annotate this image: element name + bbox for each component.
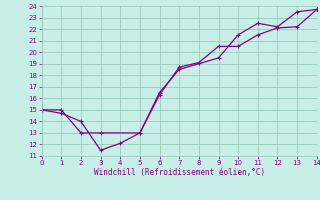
- X-axis label: Windchill (Refroidissement éolien,°C): Windchill (Refroidissement éolien,°C): [94, 168, 265, 177]
